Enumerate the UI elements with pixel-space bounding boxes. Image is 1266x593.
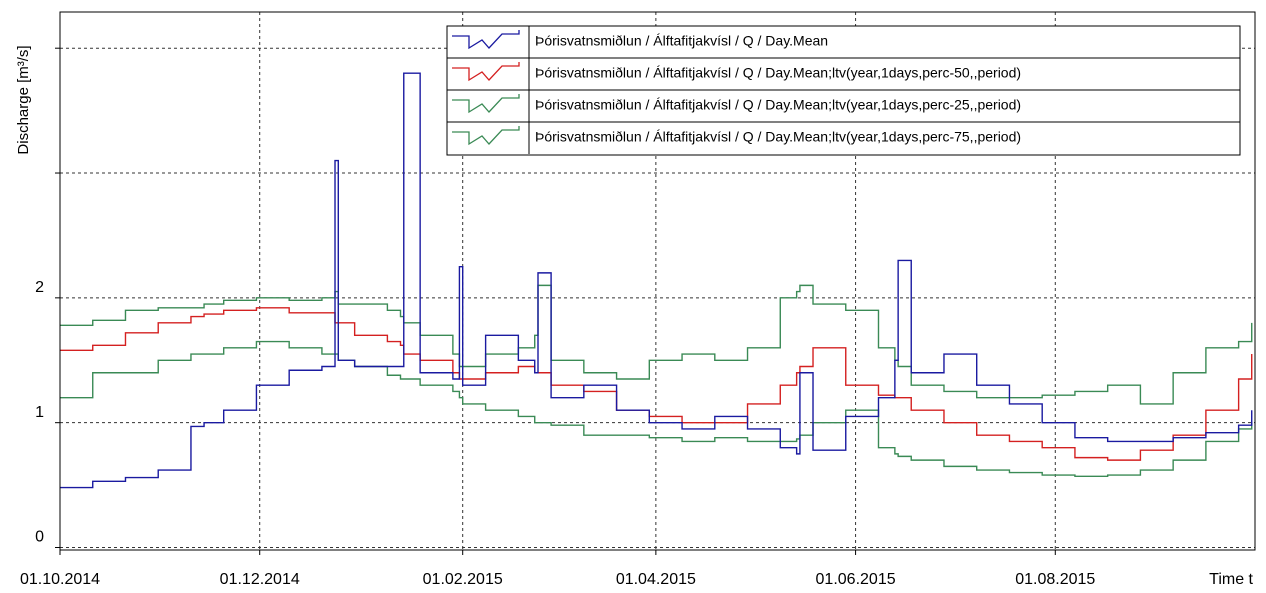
plot-frame — [59, 11, 1256, 551]
legend-swatch — [452, 94, 520, 114]
x-tick-label: 01.10.2014 — [20, 571, 100, 588]
legend-label: Þórisvatnsmiðlun / Álftafitjakvísl / Q /… — [535, 129, 1021, 145]
x-axis-label: Time t — [1209, 571, 1253, 588]
y-axis-label: Discharge [m³/s] — [15, 45, 32, 154]
x-tick-label: 01.04.2015 — [616, 571, 696, 588]
legend-label: Þórisvatnsmiðlun / Álftafitjakvísl / Q /… — [535, 65, 1021, 81]
y-tick-label: 0 — [35, 529, 44, 546]
x-tick-label: 01.08.2015 — [1015, 571, 1095, 588]
legend-label: Þórisvatnsmiðlun / Álftafitjakvísl / Q /… — [535, 33, 828, 49]
y-tick-label: 1 — [35, 404, 44, 421]
legend-swatch — [452, 62, 520, 82]
legend-swatch — [452, 30, 520, 50]
y-tick-label: 2 — [35, 279, 44, 296]
data-line — [60, 72, 1253, 489]
legend-label: Þórisvatnsmiðlun / Álftafitjakvísl / Q /… — [535, 97, 1021, 113]
legend-swatch — [452, 126, 520, 146]
x-tick-label: 01.02.2015 — [423, 571, 503, 588]
x-tick-label: 01.12.2014 — [220, 571, 300, 588]
data-line — [60, 340, 1253, 478]
x-tick-label: 01.06.2015 — [816, 571, 896, 588]
